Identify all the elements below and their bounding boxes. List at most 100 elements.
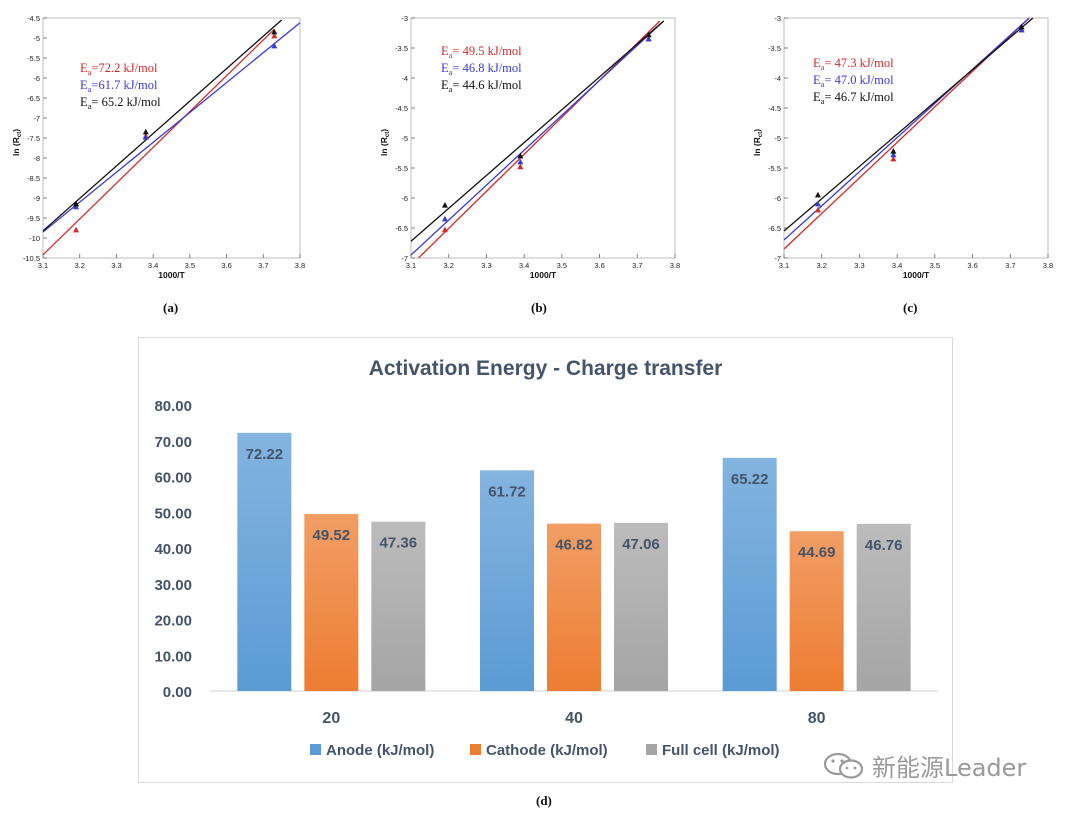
x-tick-label: 3.3 <box>111 261 121 270</box>
legend-entry-3: Ea= 44.6 kJ/mol <box>441 78 522 94</box>
legend-entry-1: Ea=72.2 kJ/mol <box>80 61 158 77</box>
x-tick-label: 3.5 <box>557 261 567 270</box>
data-point <box>645 35 652 42</box>
x-tick-label: 20 <box>322 710 340 727</box>
arrhenius-plot-c: 3.1 3.2 3.3 3.4 3.5 3.6 3.7 3.8 -3 -3.5 -4 -4.5 -5 -5… <box>752 14 1053 280</box>
data-label: 47.36 <box>380 535 418 552</box>
x-tick-label: 3.5 <box>185 261 195 270</box>
bar-anode-80 <box>722 457 777 691</box>
y-tick-label: -6 <box>33 74 40 83</box>
y-tick-label: -10 <box>29 234 40 243</box>
y-tick-label: -4.5 <box>395 104 408 113</box>
y-tick-label: -8.5 <box>27 174 40 183</box>
data-point <box>1018 26 1025 33</box>
y-tick-label: -4 <box>774 74 781 83</box>
data-point <box>890 148 897 154</box>
data-point <box>517 158 524 165</box>
bar-chart-svg: Activation Energy - Charge transfer 0.00 1… <box>138 337 953 783</box>
data-point <box>441 215 448 222</box>
y-tick-label: -10.5 <box>23 254 40 263</box>
bar-full-40 <box>614 522 668 691</box>
data-point <box>271 42 278 49</box>
data-point <box>814 206 821 213</box>
fit-line-3 <box>42 19 283 232</box>
legend-label-3: Full cell (kJ/mol) <box>662 742 780 759</box>
data-label: 47.06 <box>622 536 660 553</box>
x-tick-label: 40 <box>565 710 583 727</box>
legend-entry-3: Ea= 65.2 kJ/mol <box>80 95 161 111</box>
bar-cathode-80 <box>789 531 844 691</box>
legend-entry-2: Ea= 47.0 kJ/mol <box>813 73 894 89</box>
legend-entry-1: Ea= 49.5 kJ/mol <box>441 44 522 60</box>
legend-entry-1: Ea= 47.3 kJ/mol <box>813 56 894 72</box>
y-axis-label: ln (Rct) <box>752 129 764 156</box>
data-point <box>441 226 448 233</box>
data-point <box>814 200 821 207</box>
data-point <box>142 134 149 140</box>
bar-anode-40 <box>480 470 534 691</box>
x-tick-label: 3.2 <box>443 261 453 270</box>
caption-d: (d) <box>536 793 552 808</box>
x-tick-label: 3.6 <box>967 261 977 270</box>
watermark: 新能源Leader <box>822 748 1026 783</box>
data-point <box>645 31 652 38</box>
data-label: 49.52 <box>313 527 351 544</box>
fit-line-2 <box>783 17 1030 241</box>
y-tick-label: 0.00 <box>163 684 192 701</box>
legend-entry-2: Ea= 46.8 kJ/mol <box>441 61 522 77</box>
fit-line-1 <box>418 20 661 259</box>
y-tick-label: -5.5 <box>768 164 781 173</box>
bar-anode-20 <box>237 432 292 691</box>
fit-line-2 <box>410 20 665 256</box>
data-label: 65.22 <box>731 471 769 488</box>
y-tick-label: -4.5 <box>768 104 781 113</box>
fit-line-3 <box>783 17 1034 232</box>
x-tick-label: 3.1 <box>779 261 789 270</box>
data-label: 46.76 <box>865 537 903 554</box>
fit-line-2 <box>42 22 301 233</box>
fit-line-3 <box>410 20 665 242</box>
y-tick-label: 30.00 <box>154 577 192 594</box>
x-tick-label: 3.7 <box>632 261 642 270</box>
plot-frame <box>783 17 1049 259</box>
x-tick-label: 3.3 <box>481 261 491 270</box>
y-axis-label: ln (Rct) <box>379 129 391 156</box>
data-point <box>271 32 278 39</box>
x-tick-label: 3.7 <box>1005 261 1015 270</box>
y-tick-label: 70.00 <box>154 434 192 451</box>
legend-entry-2: Ea=61.7 kJ/mol <box>80 78 158 94</box>
legend-swatch-2 <box>470 744 481 755</box>
data-point <box>441 202 448 208</box>
y-tick-label: 40.00 <box>154 541 192 558</box>
y-tick-label: -5.5 <box>395 164 408 173</box>
caption-c: (c) <box>903 300 918 315</box>
x-tick-label: 3.6 <box>594 261 604 270</box>
data-point <box>517 152 524 159</box>
y-axis-label: ln (Rct) <box>11 129 23 156</box>
x-tick-label: 80 <box>808 710 826 727</box>
y-tick-label: 10.00 <box>154 648 192 665</box>
data-label: 72.22 <box>246 446 284 463</box>
y-tick-label: -6.5 <box>395 224 408 233</box>
y-tick-label: 20.00 <box>154 613 192 630</box>
y-tick-label: -3.5 <box>768 44 781 53</box>
y-tick-label: -6 <box>401 194 408 203</box>
y-tick-label: -5.5 <box>27 54 40 63</box>
data-point <box>517 163 524 170</box>
panel-a: 3.1 3.2 3.3 3.4 3.5 3.6 3.7 3.8 -4.5 -5 -5.5 -6 -6.5… <box>0 0 320 300</box>
x-axis-label: 1000/T <box>903 270 930 280</box>
y-tick-label: -5 <box>774 134 781 143</box>
y-tick-label: -7 <box>774 254 781 263</box>
x-tick-label: 3.4 <box>519 261 529 270</box>
data-point <box>1018 23 1025 30</box>
fit-line-1 <box>42 28 275 256</box>
y-tick-label: -3 <box>401 14 408 23</box>
data-label: 44.69 <box>798 544 836 561</box>
arrhenius-plot-a: 3.1 3.2 3.3 3.4 3.5 3.6 3.7 3.8 -4.5 -5 -5.5 -6 -6.5… <box>11 14 305 280</box>
bar-full-20 <box>371 521 426 691</box>
y-tick-label: -7.5 <box>27 134 40 143</box>
data-point <box>142 128 149 135</box>
y-tick-label: 60.00 <box>154 470 192 487</box>
data-point <box>890 151 897 158</box>
y-tick-label: -5 <box>33 34 40 43</box>
